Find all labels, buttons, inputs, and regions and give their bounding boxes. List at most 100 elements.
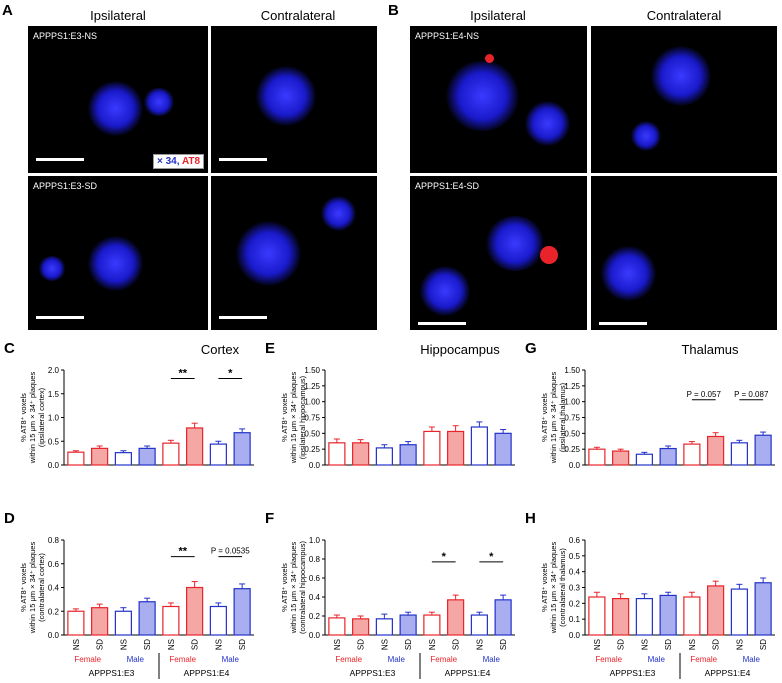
x-condition-label: NS <box>380 639 389 650</box>
y-tick-label: 2.0 <box>48 366 60 375</box>
x-genotype-label: APPPS1:E4 <box>705 668 751 678</box>
y-tick-label: 0.6 <box>569 536 581 545</box>
y-axis-label: within 15 μm × 34⁺ plaques <box>549 542 558 635</box>
micrograph-a-contra-ns <box>211 26 377 173</box>
y-tick-label: 0.6 <box>48 560 60 569</box>
y-axis-label: (ipsilateral hippocampus) <box>298 375 307 459</box>
y-tick-label: 0.4 <box>48 584 60 593</box>
legend-at8: AT8 <box>179 156 201 167</box>
panel-a-col-contralateral: Contralateral <box>260 8 336 23</box>
bar <box>399 444 417 466</box>
y-tick-label: 1.00 <box>304 398 320 407</box>
y-axis-label: % AT8⁺ voxels <box>280 393 289 442</box>
bar <box>186 427 204 466</box>
chart-title-cortex: Cortex <box>200 342 240 357</box>
bar <box>730 588 748 636</box>
y-tick-label: 0.6 <box>309 574 321 583</box>
scale-bar <box>418 322 466 325</box>
y-tick-label: 1.25 <box>304 382 320 391</box>
x-sex-label: Female <box>169 655 196 664</box>
at8-dot <box>485 54 494 63</box>
bar <box>138 601 156 636</box>
bar <box>209 443 227 466</box>
x-genotype-label: APPPS1:E4 <box>445 668 491 678</box>
y-tick-label: 0.25 <box>564 445 580 454</box>
bar <box>470 614 488 636</box>
bar <box>754 582 772 636</box>
x-condition-label: NS <box>640 639 649 650</box>
x-condition-label: NS <box>167 639 176 650</box>
panel-letter-d: D <box>4 510 15 527</box>
micrograph-a-contra-sd <box>211 176 377 330</box>
y-tick-label: 1.0 <box>48 414 60 423</box>
bar <box>494 599 512 636</box>
y-tick-label: 0.5 <box>48 437 60 446</box>
y-tick-label: 0.50 <box>564 429 580 438</box>
plaque-blob <box>651 46 711 106</box>
significance-label: * <box>442 551 447 563</box>
chart-g: 0.0 0.25 0.50 0.75 1.00 1.25 1.50 % AT8⁺ voxels… <box>540 366 775 470</box>
x-condition-label: SD <box>357 639 366 650</box>
chart-title-hippocampus: Hippocampus <box>420 342 500 357</box>
panel-a-col-ipsilateral: Ipsilateral <box>90 8 146 23</box>
chart-h: 0.0 0.1 0.2 0.3 0.4 0.5 0.6 % AT8⁺ voxels within… <box>540 536 775 679</box>
bar <box>67 451 85 466</box>
x-condition-label: SD <box>617 639 626 650</box>
y-axis-label: within 15 μm × 34⁺ plaques <box>549 372 558 465</box>
x-sex-label: Female <box>690 655 717 664</box>
bar <box>423 614 441 636</box>
micrograph-a-ipsi-ns: APPPS1:E3-NS × 34, AT8 <box>28 26 208 173</box>
bar <box>91 607 109 636</box>
bar <box>375 618 393 636</box>
y-tick-label: 0.0 <box>309 461 321 470</box>
x-condition-label: NS <box>593 639 602 650</box>
y-tick-label: 0.3 <box>569 584 581 593</box>
y-tick-label: 0.25 <box>304 445 320 454</box>
x-condition-label: NS <box>333 639 342 650</box>
y-tick-label: 0.0 <box>569 631 581 640</box>
panel-letter-a: A <box>2 2 13 19</box>
y-tick-label: 0.8 <box>309 555 321 564</box>
bar <box>659 594 677 636</box>
y-tick-label: 0.0 <box>309 631 321 640</box>
legend-x34: × 34, <box>157 156 180 167</box>
bar <box>470 426 488 466</box>
x-condition-label: SD <box>499 639 508 650</box>
y-axis-label: % AT8⁺ voxels <box>540 563 549 612</box>
micrograph-a-ipsi-sd: APPPS1:E3-SD <box>28 176 208 330</box>
x-condition-label: NS <box>428 639 437 650</box>
x-condition-label: NS <box>119 639 128 650</box>
x-condition-label: SD <box>143 639 152 650</box>
x-condition-label: NS <box>214 639 223 650</box>
x-condition-label: SD <box>759 639 768 650</box>
y-tick-label: 0.4 <box>309 593 321 602</box>
plaque-blob <box>88 81 143 136</box>
bar <box>186 586 204 636</box>
micrograph-b-ipsi-ns: APPPS1:E4-NS <box>410 26 587 173</box>
bar <box>91 447 109 466</box>
bar <box>588 448 606 466</box>
bar <box>754 434 772 466</box>
y-tick-label: 1.00 <box>564 398 580 407</box>
p-value-label: P = 0.057 <box>687 390 722 399</box>
y-tick-label: 1.0 <box>309 536 321 545</box>
scale-bar <box>36 316 84 319</box>
x-condition-label: SD <box>404 639 413 650</box>
bar <box>352 618 370 636</box>
y-tick-label: 1.50 <box>304 366 320 375</box>
bar <box>635 597 653 636</box>
chart-c: 0.0 0.5 1.0 1.5 2.0 % AT8⁺ voxels within 15 μm… <box>19 366 254 470</box>
bar <box>635 453 653 466</box>
y-tick-label: 0.0 <box>48 461 60 470</box>
panel-b-col-contralateral: Contralateral <box>646 8 722 23</box>
micrograph-label: APPPS1:E4-SD <box>415 181 480 191</box>
bar <box>707 435 725 466</box>
bar <box>114 610 132 636</box>
plaque-blob <box>236 221 301 286</box>
x-sex-label: Female <box>595 655 622 664</box>
x-sex-label: Male <box>648 655 666 664</box>
x-genotype-label: APPPS1:E3 <box>350 668 396 678</box>
stain-legend: × 34, AT8 <box>153 154 205 169</box>
panel-letter-e: E <box>265 340 276 357</box>
significance-label: ** <box>178 546 187 558</box>
